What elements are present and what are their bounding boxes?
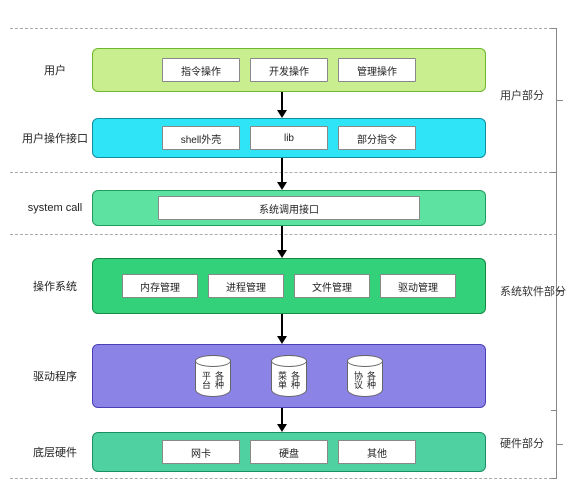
layer-syscall: system call 系统调用接口	[18, 190, 486, 226]
chip: 内存管理	[122, 274, 198, 298]
layer-driver: 驱动程序 各种平台 各种菜单 各种协议	[18, 344, 486, 408]
layer-label: 驱动程序	[18, 368, 92, 384]
layer-label: 用户操作接口	[18, 130, 92, 146]
layer-body: 各种平台 各种菜单 各种协议	[92, 344, 486, 408]
chip: shell外壳	[162, 126, 240, 150]
diagram-canvas: 用户部分系统软件部分硬件部分用户指令操作开发操作管理操作用户操作接口shell外…	[0, 0, 579, 500]
layer-os: 操作系统内存管理进程管理文件管理驱动管理	[18, 258, 486, 314]
cylinder: 各种平台	[195, 355, 231, 397]
cylinder-label: 各种菜单	[276, 371, 302, 397]
layer-body: 指令操作开发操作管理操作	[92, 48, 486, 92]
brace-label: 用户部分	[500, 87, 560, 103]
brace-label: 硬件部分	[500, 435, 560, 451]
separator-line	[10, 478, 557, 479]
separator-line	[10, 172, 557, 173]
layer-hw: 底层硬件网卡硬盘其他	[18, 432, 486, 472]
layer-body: shell外壳 lib 部分指令	[92, 118, 486, 158]
layer-user: 用户指令操作开发操作管理操作	[18, 48, 486, 92]
layer-label: 用户	[18, 62, 92, 78]
brace-label: 系统软件部分	[500, 283, 560, 299]
cylinder: 各种协议	[347, 355, 383, 397]
chip: 进程管理	[208, 274, 284, 298]
chip: 指令操作	[162, 58, 240, 82]
chip: 管理操作	[338, 58, 416, 82]
chip: 驱动管理	[380, 274, 456, 298]
chip: 系统调用接口	[158, 196, 420, 220]
chip: 文件管理	[294, 274, 370, 298]
layer-label: 底层硬件	[18, 444, 92, 460]
layer-body: 内存管理进程管理文件管理驱动管理	[92, 258, 486, 314]
chip: 其他	[338, 440, 416, 464]
separator-line	[10, 28, 557, 29]
chip: 网卡	[162, 440, 240, 464]
chip: 部分指令	[338, 126, 416, 150]
separator-line	[10, 234, 557, 235]
chip: lib	[250, 126, 328, 150]
layer-label: 操作系统	[18, 278, 92, 294]
cylinder-label: 各种平台	[200, 371, 226, 397]
layer-uiface: 用户操作接口 shell外壳 lib 部分指令	[18, 118, 486, 158]
cylinder: 各种菜单	[271, 355, 307, 397]
layer-body: 网卡硬盘其他	[92, 432, 486, 472]
cylinder-label: 各种协议	[352, 371, 378, 397]
chip: 开发操作	[250, 58, 328, 82]
layer-body: 系统调用接口	[92, 190, 486, 226]
chip: 硬盘	[250, 440, 328, 464]
layer-label: system call	[18, 202, 92, 214]
